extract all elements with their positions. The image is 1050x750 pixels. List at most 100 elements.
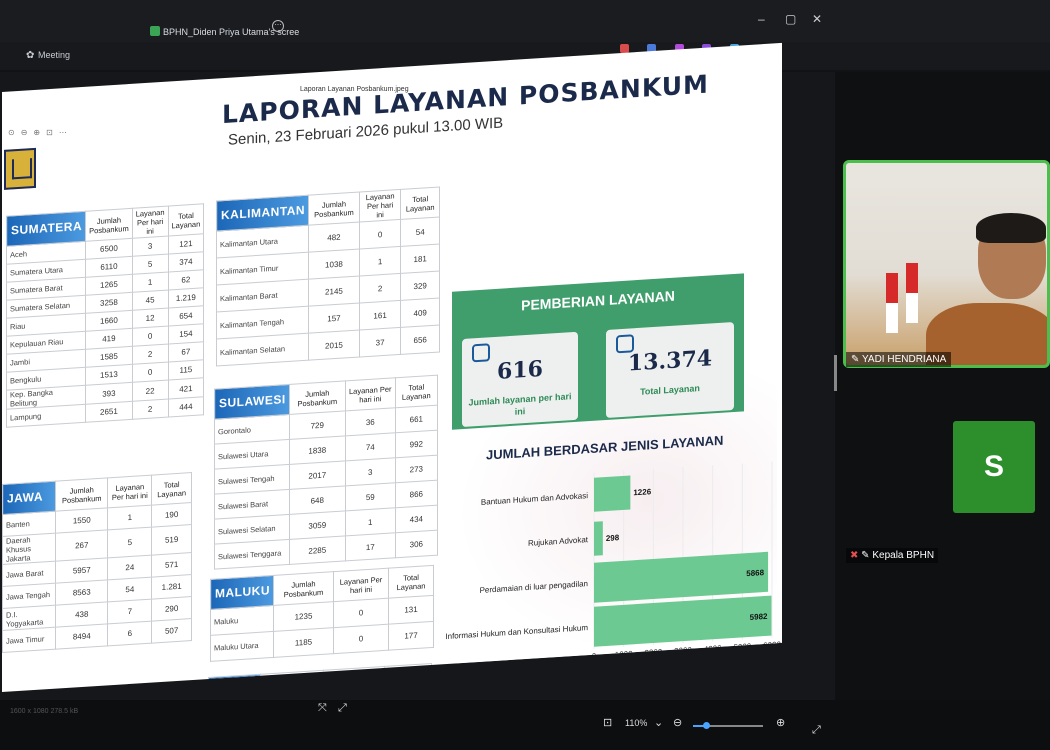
total-count: 177 — [388, 621, 434, 651]
total-count: 329 — [400, 270, 440, 301]
report-slide: LAPORAN LAYANAN POSBANKUM Senin, 23 Febr… — [2, 42, 782, 692]
viewer-tools[interactable]: ⊙⊖⊕⊡⋯ — [8, 128, 73, 137]
posbankum-count: 1185 — [273, 627, 334, 658]
bar — [594, 475, 631, 512]
daily-count: 0 — [333, 598, 389, 628]
table-maluku: MALUKU Jumlah Posbankum Layanan Per hari i… — [210, 565, 434, 662]
speaker-video[interactable] — [843, 160, 1050, 368]
expand-icon[interactable]: ⤢ — [812, 724, 821, 736]
fullscreen-icon[interactable]: ⤢ — [338, 702, 347, 714]
people-icon: ✿ — [26, 50, 35, 61]
app-icon[interactable] — [647, 44, 657, 53]
total-count: 154 — [168, 323, 204, 345]
total-count: 866 — [395, 480, 438, 508]
close-button[interactable]: ✕ — [812, 12, 823, 26]
posbankum-count: 1838 — [289, 435, 346, 465]
daily-count: 3 — [345, 457, 396, 486]
zoom-in-icon[interactable]: ⊕ — [776, 717, 786, 729]
total-count: 1.281 — [151, 574, 192, 600]
daily-count: 3 — [132, 236, 168, 257]
flag — [906, 263, 918, 323]
province-name: Maluku — [210, 605, 274, 636]
bar-value-label: 1226 — [633, 487, 651, 497]
total-count: 409 — [400, 297, 440, 328]
total-count: 115 — [168, 359, 204, 381]
minimize-button[interactable]: – — [758, 12, 765, 26]
province-name: Jawa Timur — [2, 627, 56, 653]
bar-value-label: 298 — [606, 533, 620, 543]
col-header-per-hari: Layanan Per hari ini — [333, 568, 389, 602]
participant-name-tag: ✖ ✎ Kepala BPHN — [846, 548, 939, 563]
pin-icon: ✎ — [851, 354, 862, 365]
total-count: 306 — [395, 530, 438, 558]
col-header-jumlah: Jumlah Posbankum — [55, 477, 108, 512]
daily-count: 0 — [333, 624, 389, 654]
meeting-label[interactable]: Meeting — [38, 50, 71, 60]
service-type-bar-chart: 0100020003000400050006000Bantuan Hukum d… — [445, 461, 781, 661]
daily-count: 22 — [132, 380, 168, 402]
col-header-per-hari: Layanan Per hari ini — [107, 475, 152, 508]
bar — [594, 551, 769, 603]
daily-count: 1 — [132, 272, 168, 293]
zoom-slider-knob[interactable] — [703, 722, 710, 729]
total-count: 1.219 — [168, 287, 204, 309]
chevron-down-icon[interactable]: ⌄ — [654, 717, 664, 729]
total-count: 656 — [400, 324, 440, 355]
zoom-slider-fill — [693, 725, 705, 727]
daily-count: 7 — [107, 599, 152, 624]
daily-count: 2 — [132, 399, 168, 420]
daily-count: 1 — [359, 246, 401, 277]
total-count: 374 — [168, 251, 204, 273]
daily-count: 2 — [359, 273, 401, 304]
category-label: Informasi Hukum dan Konsultasi Hukum — [445, 623, 588, 641]
total-count: 54 — [400, 216, 440, 247]
panel-divider[interactable] — [834, 355, 837, 391]
table-kalimantan: KALIMANTAN Jumlah Posbankum Layanan Per ha… — [216, 186, 440, 367]
zoom-out-icon[interactable]: ⊖ — [673, 717, 683, 729]
total-count: 190 — [151, 502, 192, 528]
posbankum-count: 2015 — [308, 330, 360, 361]
col-header-jumlah: Jumlah Posbankum — [308, 192, 360, 226]
posbankum-count: 3059 — [289, 510, 346, 540]
participant-avatar[interactable]: S — [953, 421, 1035, 513]
more-options-icon[interactable]: ⋯ — [272, 20, 284, 32]
table-sulawesi: SULAWESI Jumlah Posbankum Layanan Per hari… — [214, 375, 438, 570]
daily-count: 5 — [132, 254, 168, 275]
daily-count: 45 — [132, 290, 168, 311]
daily-count: 17 — [345, 532, 396, 561]
daily-count: 1 — [107, 505, 152, 530]
daily-count: 0 — [132, 326, 168, 347]
maximize-button[interactable]: ▢ — [785, 12, 797, 26]
col-header-per-hari: Layanan Per hari ini — [345, 377, 396, 411]
zoom-level[interactable]: 110% — [625, 718, 648, 728]
bar-value-label: 5868 — [746, 568, 764, 578]
speaker-name-tag: ✎ YADI HENDRIANA — [846, 352, 952, 367]
fit-icon[interactable]: ⤧ — [318, 702, 327, 714]
total-count: 421 — [168, 377, 204, 400]
daily-count: 37 — [359, 327, 401, 358]
daily-services-label: Jumlah layanan per hari ini — [468, 391, 572, 417]
col-header-total: Total Layanan — [400, 186, 440, 220]
zoom-slider[interactable] — [693, 722, 763, 729]
title-bar: BPHN_Diden Priya Utama's scree ⋯ – ▢ ✕ — [0, 0, 1050, 42]
posbankum-count: 8494 — [55, 623, 108, 650]
total-count: 290 — [151, 596, 192, 622]
col-header-total: Total Layanan — [168, 203, 204, 237]
speaker-name: YADI HENDRIANA — [861, 354, 947, 365]
total-count: 121 — [168, 233, 204, 255]
fit-to-window-icon[interactable]: ⊡ — [603, 717, 613, 729]
total-count: 507 — [151, 618, 192, 644]
flag — [886, 273, 898, 333]
posbankum-count: 157 — [308, 303, 360, 334]
total-count: 434 — [395, 505, 438, 533]
category-label: Perdamaian di luar pengadilan — [480, 579, 588, 595]
province-name: Kalimantan Selatan — [216, 333, 309, 367]
total-count: 519 — [151, 524, 192, 556]
total-count: 654 — [168, 305, 204, 327]
app-icon[interactable] — [620, 44, 629, 53]
col-header-per-hari: Layanan Per hari ini — [132, 206, 168, 239]
file-name: Laporan Layanan Posbankum.jpeg — [300, 86, 409, 93]
category-label: Rujukan Advokat — [528, 535, 589, 548]
total-count: 273 — [395, 455, 438, 483]
